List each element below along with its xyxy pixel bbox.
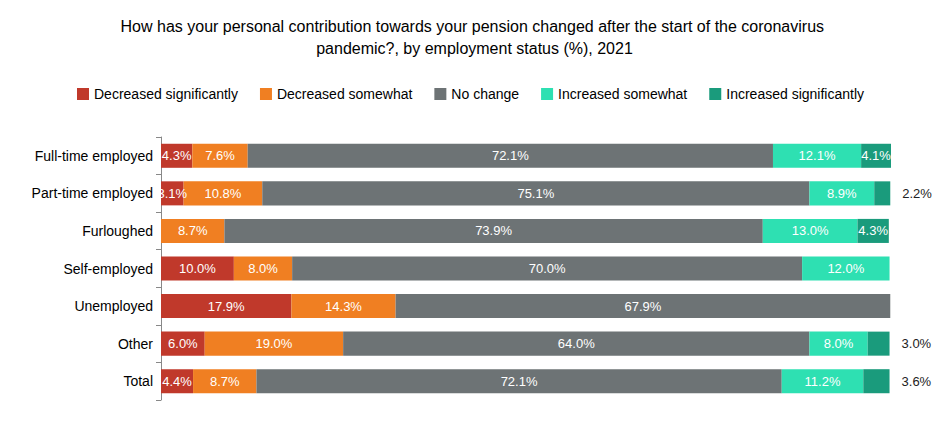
- svg-text:8.0%: 8.0%: [824, 336, 854, 351]
- svg-text:Increased somewhat: Increased somewhat: [558, 86, 687, 102]
- svg-text:8.9%: 8.9%: [827, 186, 857, 201]
- svg-text:3.0%: 3.0%: [902, 336, 932, 351]
- svg-text:19.0%: 19.0%: [255, 336, 292, 351]
- svg-text:10.0%: 10.0%: [179, 261, 216, 276]
- svg-text:7.6%: 7.6%: [205, 148, 235, 163]
- svg-text:4.3%: 4.3%: [858, 223, 888, 238]
- svg-text:4.1%: 4.1%: [861, 148, 891, 163]
- svg-text:3.6%: 3.6%: [902, 374, 932, 389]
- svg-text:Self-employed: Self-employed: [64, 261, 154, 277]
- svg-text:pandemic?, by employment statu: pandemic?, by employment status (%), 202…: [316, 40, 633, 57]
- svg-text:12.0%: 12.0%: [827, 261, 864, 276]
- svg-text:75.1%: 75.1%: [517, 186, 554, 201]
- svg-text:11.2%: 11.2%: [805, 374, 841, 389]
- svg-text:13.0%: 13.0%: [792, 223, 829, 238]
- svg-text:Total: Total: [123, 373, 153, 389]
- svg-text:Full-time employed: Full-time employed: [35, 148, 153, 164]
- svg-text:3.1%: 3.1%: [157, 186, 187, 201]
- svg-text:8.0%: 8.0%: [248, 261, 278, 276]
- svg-text:8.7%: 8.7%: [178, 223, 208, 238]
- svg-text:4.4%: 4.4%: [162, 374, 192, 389]
- svg-text:10.8%: 10.8%: [204, 186, 241, 201]
- svg-text:Decreased significantly: Decreased significantly: [94, 86, 238, 102]
- svg-text:72.1%: 72.1%: [501, 374, 538, 389]
- svg-text:72.1%: 72.1%: [492, 148, 529, 163]
- svg-text:73.9%: 73.9%: [475, 223, 512, 238]
- svg-text:8.7%: 8.7%: [210, 374, 240, 389]
- svg-text:64.0%: 64.0%: [558, 336, 595, 351]
- svg-text:Other: Other: [118, 336, 153, 352]
- svg-text:Furloughed: Furloughed: [82, 223, 153, 239]
- svg-text:4.3%: 4.3%: [162, 148, 192, 163]
- svg-text:67.9%: 67.9%: [624, 299, 661, 314]
- svg-text:How has your personal contribu: How has your personal contribution towar…: [121, 18, 829, 35]
- svg-text:Increased significantly: Increased significantly: [726, 86, 864, 102]
- svg-text:No change: No change: [451, 86, 519, 102]
- svg-text:12.1%: 12.1%: [799, 148, 836, 163]
- svg-text:Unemployed: Unemployed: [74, 298, 153, 314]
- svg-text:14.3%: 14.3%: [325, 299, 362, 314]
- svg-text:6.0%: 6.0%: [168, 336, 198, 351]
- svg-text:70.0%: 70.0%: [529, 261, 566, 276]
- svg-text:17.9%: 17.9%: [208, 299, 245, 314]
- svg-text:Decreased somewhat: Decreased somewhat: [277, 86, 413, 102]
- svg-text:2.2%: 2.2%: [902, 186, 932, 201]
- svg-text:Part-time employed: Part-time employed: [32, 185, 153, 201]
